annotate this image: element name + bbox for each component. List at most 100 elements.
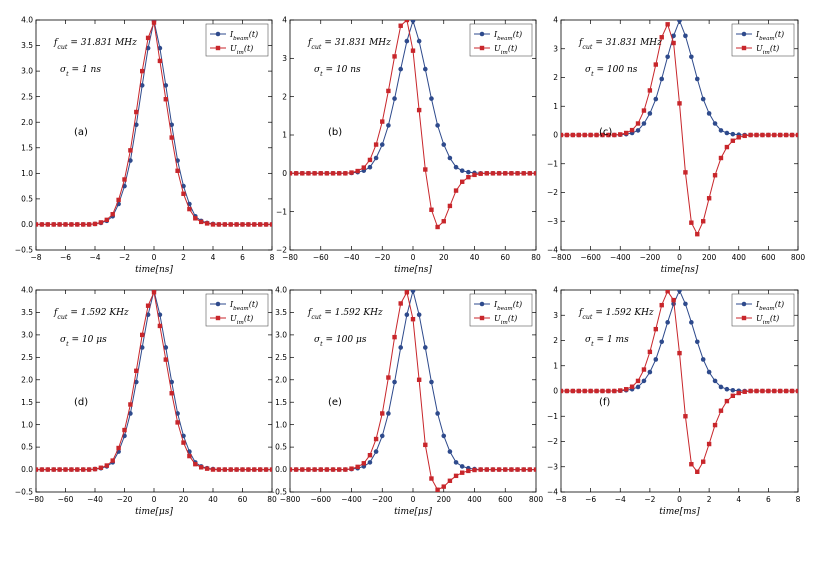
data-point-ibeam [665, 54, 670, 60]
data-point-uim [695, 469, 700, 474]
data-point-ibeam [379, 433, 385, 439]
y-tick-label: 0 [553, 387, 558, 396]
data-point-uim [766, 132, 771, 138]
data-point-uim [677, 350, 682, 356]
data-point-ibeam [410, 290, 416, 294]
legend-box [731, 293, 795, 327]
data-point-ibeam [163, 345, 169, 350]
data-point-uim [157, 323, 163, 329]
data-point-uim [748, 132, 753, 138]
plot-area [36, 290, 272, 472]
x-tick-label: −400 [341, 495, 362, 504]
data-point-uim [576, 388, 581, 394]
data-point-uim [140, 332, 145, 338]
data-point-uim [496, 171, 502, 176]
data-point-ibeam [459, 168, 465, 173]
data-point-uim [416, 107, 422, 113]
x-tick-label: −60 [313, 253, 329, 262]
y-tick-label: −0.5 [15, 246, 33, 255]
data-point-uim [515, 171, 520, 176]
y-tick-label: 0 [553, 131, 558, 140]
y-tick-label: 1 [282, 131, 287, 140]
data-point-ibeam [730, 131, 736, 137]
data-point-uim [653, 326, 658, 332]
data-point-ibeam [706, 111, 712, 116]
plot-area [561, 290, 798, 474]
data-point-uim [496, 467, 502, 472]
y-tick-label: −0.5 [15, 488, 33, 497]
x-tick-label: −200 [640, 253, 661, 262]
data-point-uim [478, 171, 483, 176]
data-point-uim [324, 467, 330, 472]
data-point-uim [57, 222, 62, 227]
data-point-ibeam [635, 384, 641, 390]
data-point-uim [169, 135, 174, 140]
legend-box [469, 293, 533, 327]
data-point-uim [98, 465, 104, 470]
data-point-uim [151, 20, 157, 25]
data-point-uim [466, 174, 471, 180]
data-point-uim [783, 388, 789, 394]
x-tick-label: 800 [529, 495, 544, 504]
data-point-uim [343, 171, 348, 176]
data-point-uim [355, 464, 360, 470]
y-tick-label: 3.0 [275, 330, 287, 339]
x-tick-label: 0 [677, 253, 682, 262]
y-tick-label: −2 [276, 246, 287, 255]
data-point-uim [75, 222, 80, 227]
y-tick-label: 1.0 [275, 420, 287, 429]
x-tick-label: −60 [58, 495, 74, 504]
y-tick-label: 0 [282, 169, 287, 178]
data-point-uim [228, 467, 233, 472]
x-tick-label: 2 [181, 253, 186, 262]
data-point-uim [701, 219, 706, 224]
y-tick-label: −2 [547, 188, 558, 197]
data-point-ibeam [653, 357, 659, 362]
y-tick-label: −1 [547, 159, 558, 168]
data-point-uim [594, 132, 599, 138]
x-tick-label: 0 [411, 495, 416, 504]
data-point-uim [653, 62, 658, 67]
data-point-ibeam [447, 449, 453, 454]
data-point-uim [671, 40, 676, 46]
data-point-uim [199, 219, 204, 225]
data-point-ibeam [134, 122, 139, 128]
data-point-uim [404, 290, 410, 295]
y-tick-label: −3 [547, 217, 558, 226]
x-tick-label: 0 [152, 253, 157, 262]
data-point-uim [392, 334, 397, 340]
data-point-uim [398, 23, 403, 28]
data-point-uim [318, 467, 323, 472]
data-point-uim [163, 357, 168, 362]
data-point-uim [175, 420, 180, 425]
data-point-uim [36, 222, 39, 227]
data-point-uim [134, 109, 139, 115]
x-tick-label: 8 [270, 253, 275, 262]
data-point-uim [659, 302, 664, 308]
data-point-uim [689, 462, 694, 467]
x-tick-label: −2 [644, 495, 655, 504]
data-point-ibeam [367, 164, 373, 170]
x-tick-label: 20 [179, 495, 189, 504]
y-tick-label: 1.5 [21, 143, 33, 152]
x-tick-label: 600 [498, 495, 513, 504]
data-point-ibeam [724, 386, 730, 392]
y-tick-label: 1.5 [275, 398, 287, 407]
data-point-uim [75, 467, 80, 472]
legend-marker-square [741, 315, 747, 321]
data-point-uim [665, 22, 670, 27]
data-point-uim [63, 467, 68, 472]
y-tick-label: 1 [553, 361, 558, 370]
data-point-uim [210, 222, 216, 227]
data-point-uim [199, 465, 204, 470]
data-point-uim [69, 222, 74, 227]
data-point-ibeam [128, 411, 133, 416]
data-point-uim [659, 35, 664, 40]
annotation-sigma: σt = 1 ms [585, 335, 629, 348]
data-point-uim [290, 171, 293, 176]
data-point-uim [312, 467, 317, 472]
data-point-uim [128, 402, 133, 407]
data-point-ibeam [386, 123, 391, 128]
legend: Ibeam(t) Uim(t) [731, 23, 795, 57]
data-point-ibeam [653, 96, 659, 102]
